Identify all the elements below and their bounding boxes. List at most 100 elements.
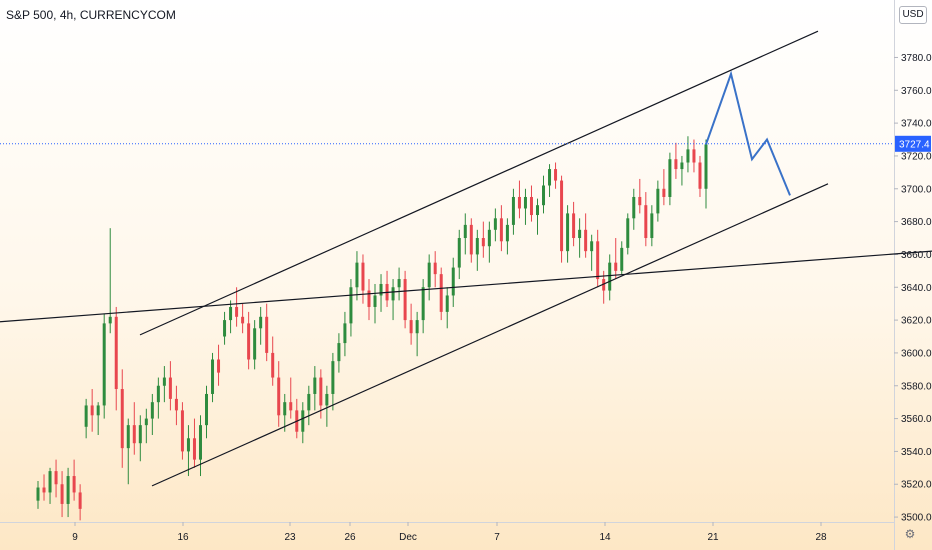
candle-body	[235, 306, 239, 317]
candle-body	[162, 377, 166, 386]
candle-body	[481, 238, 485, 247]
candle-body	[433, 262, 437, 275]
candle-body	[211, 359, 215, 394]
candle-body	[186, 438, 190, 452]
y-tick-label: 3780.0	[901, 53, 932, 64]
candle-body	[535, 205, 539, 216]
candle-body	[704, 144, 708, 189]
last-price-badge	[895, 135, 931, 152]
candle-body	[78, 492, 82, 509]
candle-body	[132, 425, 136, 444]
candle-body	[421, 287, 425, 321]
y-tick-label: 3520.0	[901, 480, 932, 491]
candle-body	[217, 359, 221, 373]
trend-line	[151, 183, 829, 487]
candle-body	[253, 328, 257, 360]
candle-body	[307, 393, 311, 411]
candle-body	[505, 224, 509, 242]
candle-body	[475, 238, 479, 255]
candle-body	[205, 393, 209, 426]
candle-body	[373, 295, 377, 307]
candle-body	[523, 196, 527, 209]
candle-body	[451, 267, 455, 296]
candle-body	[319, 377, 323, 406]
candle-body	[626, 218, 630, 248]
candle-body	[578, 229, 582, 239]
candle-body	[686, 149, 690, 163]
y-tick-label: 3720.0	[901, 151, 932, 162]
candle-body	[337, 343, 341, 362]
chart-title: S&P 500, 4h, CURRENCYCOM	[6, 8, 176, 22]
candle-body	[680, 162, 684, 170]
x-tick-label: 26	[344, 532, 356, 543]
candle-body	[36, 487, 40, 501]
candle-body	[60, 484, 64, 504]
candle-body	[313, 377, 317, 394]
candle-body	[614, 262, 618, 271]
x-tick-label: 7	[494, 532, 500, 543]
candle-body	[554, 169, 558, 181]
gear-icon[interactable]: ⚙	[904, 527, 916, 541]
candle-body	[542, 185, 546, 206]
x-tick-label: 21	[707, 532, 719, 543]
candle-body	[126, 425, 130, 449]
y-tick-label: 3680.0	[901, 217, 932, 228]
candle-body	[529, 196, 533, 216]
candle-body	[548, 169, 552, 186]
candle-body	[229, 306, 233, 321]
candle-body	[247, 323, 251, 360]
y-tick-label: 3600.0	[901, 348, 932, 359]
candle-body	[198, 425, 202, 460]
candle-body	[457, 238, 461, 268]
candle-body	[138, 425, 142, 444]
candle-body	[620, 247, 624, 271]
candle-body	[596, 241, 600, 280]
candle-body	[259, 316, 263, 329]
candle-body	[469, 224, 473, 255]
candle-body	[632, 196, 636, 219]
y-tick-label: 3580.0	[901, 381, 932, 392]
candle-body	[590, 241, 594, 252]
candle-body	[403, 279, 407, 321]
candle-body	[355, 262, 359, 288]
candle-body	[192, 438, 196, 460]
candle-body	[439, 274, 443, 312]
candle-body	[517, 196, 521, 209]
candle-body	[349, 287, 353, 324]
candle-body	[674, 159, 678, 170]
y-tick-label: 3540.0	[901, 447, 932, 458]
y-tick-label: 3560.0	[901, 414, 932, 425]
y-tick-label: 3660.0	[901, 250, 932, 261]
x-tick-label: 23	[284, 532, 296, 543]
candle-body	[108, 316, 112, 324]
candle-body	[367, 290, 371, 307]
candle-body	[90, 405, 94, 416]
candle-body	[96, 405, 100, 416]
trend-line	[139, 30, 819, 336]
y-tick-label: 3760.0	[901, 86, 932, 97]
candle-body	[120, 389, 124, 449]
candle-body	[241, 316, 245, 324]
candle-body	[608, 262, 612, 291]
projection-line	[705, 70, 791, 196]
candle-body	[265, 316, 269, 353]
candle-body	[668, 159, 672, 197]
candle-body	[42, 487, 46, 493]
candle-body	[409, 320, 413, 334]
last-price-label: 3727.4	[899, 139, 930, 150]
candle-body	[566, 213, 570, 252]
y-tick-label: 3740.0	[901, 119, 932, 130]
x-tick-label: Dec	[399, 532, 417, 543]
candle-body	[391, 287, 395, 301]
candle-body	[102, 323, 106, 406]
trend-line	[0, 250, 932, 323]
candle-body	[180, 410, 184, 452]
candle-body	[277, 377, 281, 416]
currency-button[interactable]: USD	[899, 6, 927, 24]
candle-body	[289, 402, 293, 411]
candle-body	[174, 398, 178, 411]
candle-body	[638, 196, 642, 206]
candle-body	[397, 279, 401, 288]
